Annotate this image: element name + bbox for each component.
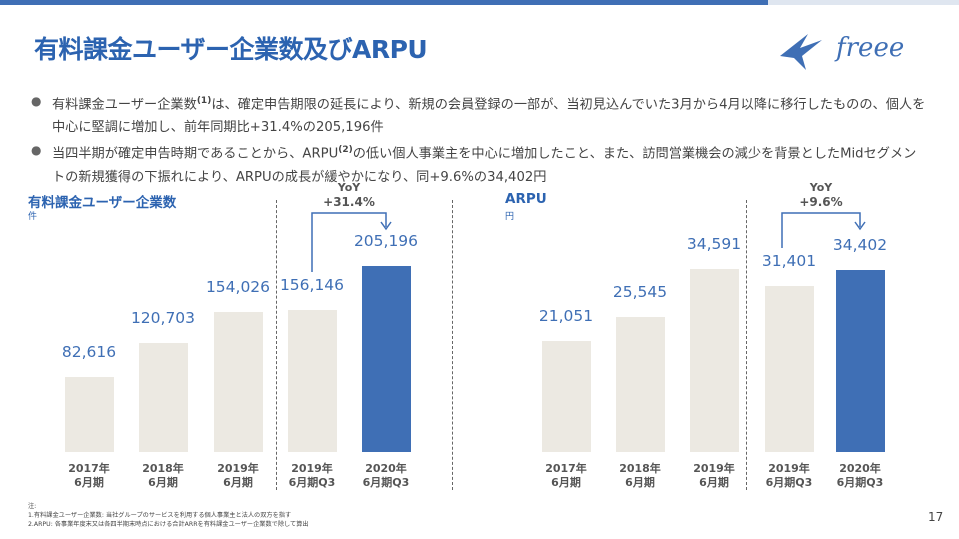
logo-text: freee [834, 33, 904, 63]
yoy-value: +31.4% [323, 195, 375, 209]
footnotes: 注: 1.有料課金ユーザー企業数: 当社グループのサービスを利用する個人事業主と… [28, 502, 309, 529]
bar-1-2 [690, 269, 739, 452]
bullet-item-1: ● 有料課金ユーザー企業数(1)は、確定申告期限の延長により、新規の会員登録の一部… [28, 90, 928, 139]
value-label: 34,402 [832, 236, 888, 254]
value-label: 156,146 [279, 276, 345, 294]
summary-bullets: ● 有料課金ユーザー企業数(1)は、確定申告期限の延長により、新規の会員登録の一部… [28, 90, 928, 189]
page-title: 有料課金ユーザー企業数及びARPU [34, 35, 428, 64]
bullet-item-2: ● 当四半期が確定申告時期であることから、ARPU(2)の低い個人事業主を中心に増… [28, 139, 928, 188]
top-accent-bar-light [768, 0, 959, 5]
bar-0-1 [139, 343, 188, 452]
category-label: 2017年 6月期 [545, 462, 587, 489]
value-label: 205,196 [353, 232, 419, 250]
yoy-label: YoY [337, 181, 361, 194]
yoy-label: YoY [809, 181, 833, 194]
footnote-heading: 注: [28, 503, 37, 510]
arrow-down-icon [380, 221, 392, 231]
chart-divider-line [452, 200, 453, 490]
bar-1-1 [616, 317, 665, 452]
arrow-down-icon [854, 221, 866, 231]
footnote-1: 1.有料課金ユーザー企業数: 当社グループのサービスを利用する個人事業主と法人の… [28, 512, 292, 519]
value-label: 21,051 [538, 307, 594, 325]
chart-unit-arpu: 円 [505, 212, 515, 222]
value-label: 82,616 [61, 343, 117, 361]
value-label: 34,591 [686, 235, 742, 253]
value-label: 154,026 [205, 278, 271, 296]
category-label: 2018年 6月期 [619, 462, 661, 489]
bar-0-4 [362, 266, 411, 452]
bar-0-0 [65, 377, 114, 452]
chart-title-arpu: ARPU [505, 191, 547, 207]
bar-0-3 [288, 310, 337, 452]
yoy-value: +9.6% [799, 195, 843, 209]
bar-1-0 [542, 341, 591, 452]
value-label: 25,545 [612, 283, 668, 301]
category-label: 2020年 6月期Q3 [836, 462, 884, 489]
chart-unit-users: 件 [28, 212, 38, 222]
yoy-bracket [781, 212, 861, 248]
bird-icon [780, 34, 822, 70]
period-separator-line [276, 200, 277, 490]
category-label: 2019年 6月期 [217, 462, 259, 489]
category-label: 2019年 6月期 [693, 462, 735, 489]
chart-title-users: 有料課金ユーザー企業数 [28, 195, 177, 211]
bar-1-3 [765, 286, 814, 452]
page-number: 17 [928, 510, 944, 524]
period-separator-line [746, 200, 747, 490]
yoy-bracket [311, 212, 387, 272]
top-accent-bar [0, 0, 768, 5]
category-label: 2018年 6月期 [142, 462, 184, 489]
bullet-dot-icon: ● [31, 94, 42, 108]
footnote-2: 2.ARPU: 各事業年度末又は各四半期末時点における合計ARRを有料課金ユーザ… [28, 521, 309, 528]
category-label: 2019年 6月期Q3 [765, 462, 813, 489]
bar-1-4 [836, 270, 885, 452]
value-label: 120,703 [130, 309, 196, 327]
category-label: 2019年 6月期Q3 [288, 462, 336, 489]
freee-logo: freee [780, 33, 904, 70]
value-label: 31,401 [761, 252, 817, 270]
category-label: 2020年 6月期Q3 [362, 462, 410, 489]
bar-0-2 [214, 312, 263, 452]
category-label: 2017年 6月期 [68, 462, 110, 489]
bullet-dot-icon: ● [31, 143, 42, 158]
